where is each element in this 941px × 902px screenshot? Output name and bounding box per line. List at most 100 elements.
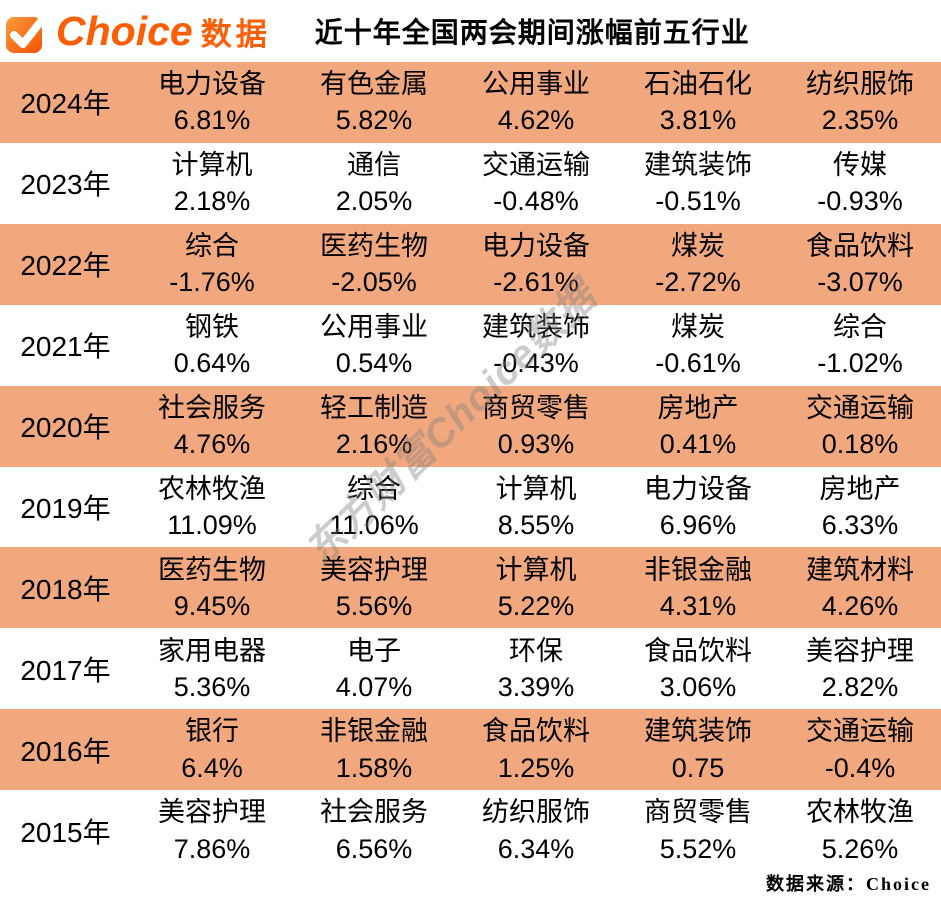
industry-change: 4.62% [497,105,575,136]
industry-cell: 建筑装饰 -0.43% [455,305,617,386]
industry-cell: 传媒 -0.93% [779,143,941,224]
industry-change: -0.48% [493,186,579,217]
industry-name: 综合 [347,473,401,504]
industry-name: 建筑装饰 [644,716,752,747]
industry-cell: 公用事业 4.62% [455,62,617,143]
year-label: 2023年 [20,169,111,201]
industry-name: 房地产 [657,392,739,423]
logo-brand-text: Choice [56,7,193,54]
industry-cell: 通信 2.05% [293,143,455,224]
industry-name: 交通运输 [806,392,914,423]
year-label: 2015年 [20,816,111,848]
industry-change: 6.4% [181,752,243,783]
industry-change: 4.31% [659,590,737,621]
industry-change: 7.86% [173,833,251,864]
year-label: 2019年 [20,492,111,524]
industry-change: -0.43% [493,348,579,379]
industry-name: 环保 [509,635,563,666]
table-row: 2022年 综合 -1.76% 医药生物 -2.05% 电力设备 -2.61% 煤炭 -2.72… [0,223,941,305]
industry-name: 医药生物 [320,231,428,262]
year-label: 2016年 [20,735,111,767]
industry-change: 8.55% [497,509,575,540]
industry-name: 电力设备 [482,231,590,262]
industry-change: 3.39% [497,671,575,702]
industry-name: 交通运输 [806,716,914,747]
data-source-label: 数据来源：Choice [766,874,931,894]
industry-cell: 农林牧渔 5.26% [779,790,941,871]
industry-cell: 环保 3.39% [455,628,617,709]
industry-cell: 美容护理 2.82% [779,628,941,709]
industry-name: 计算机 [495,554,577,585]
industry-cell: 建筑装饰 0.75 [617,709,779,790]
industry-cell: 农林牧渔 11.09% [131,467,293,548]
checkmark-icon [6,11,50,53]
industry-name: 美容护理 [158,797,266,828]
industry-cell: 纺织服饰 6.34% [455,790,617,871]
industry-change: 6.34% [497,833,575,864]
industry-change: 3.06% [659,671,737,702]
industry-cell: 美容护理 5.56% [293,547,455,628]
industry-cell: 交通运输 0.18% [779,386,941,467]
choice-logo: Choice 数据 [4,7,271,55]
industry-name: 美容护理 [806,635,914,666]
industry-cell: 食品饮料 1.25% [455,709,617,790]
industry-change: -2.72% [655,267,741,298]
industry-change: 6.56% [335,833,413,864]
industry-name: 公用事业 [320,311,428,342]
industry-change: 1.25% [497,752,575,783]
industry-name: 家用电器 [158,635,266,666]
industry-name: 煤炭 [671,231,725,262]
industry-cell: 电子 4.07% [293,628,455,709]
industry-change: 2.35% [821,105,899,136]
industry-name: 医药生物 [158,554,266,585]
industry-cell: 石油石化 3.81% [617,62,779,143]
industry-cell: 煤炭 -0.61% [617,305,779,386]
year-label: 2018年 [20,573,111,605]
industry-change: 5.82% [335,105,413,136]
industry-name: 食品饮料 [482,716,590,747]
industry-name: 房地产 [819,473,901,504]
industry-name: 综合 [833,311,887,342]
year-label: 2024年 [20,88,111,120]
industry-change: 9.45% [173,590,251,621]
industry-cell: 轻工制造 2.16% [293,386,455,467]
industry-change: -3.07% [817,267,903,298]
industry-cell: 建筑材料 4.26% [779,547,941,628]
logo-suffix-text: 数据 [200,16,271,52]
table-row: 2018年 医药生物 9.45% 美容护理 5.56% 计算机 5.22% 非银金融 4.31%… [0,547,941,629]
industry-change: -1.02% [817,348,903,379]
industry-name: 煤炭 [671,311,725,342]
industry-name: 社会服务 [158,392,266,423]
industry-name: 通信 [347,150,401,181]
industry-cell: 综合 -1.76% [131,224,293,305]
industry-cell: 社会服务 6.56% [293,790,455,871]
industry-cell: 煤炭 -2.72% [617,224,779,305]
industry-name: 电力设备 [644,473,752,504]
industry-cell: 商贸零售 5.52% [617,790,779,871]
industry-change: 6.33% [821,509,899,540]
industry-name: 非银金融 [320,716,428,747]
industry-cell: 房地产 0.41% [617,386,779,467]
industry-change: 5.36% [173,671,251,702]
industry-change: 2.18% [173,186,251,217]
industry-cell: 美容护理 7.86% [131,790,293,871]
industry-change: -1.76% [169,267,255,298]
industry-cell: 电力设备 6.96% [617,467,779,548]
industry-name: 食品饮料 [806,231,914,262]
industry-cell: 纺织服饰 2.35% [779,62,941,143]
industry-change: 4.26% [821,590,899,621]
industry-name: 银行 [185,716,239,747]
industry-name: 综合 [185,231,239,262]
industry-change: 6.81% [173,105,251,136]
industry-name: 交通运输 [482,150,590,181]
industry-cell: 食品饮料 3.06% [617,628,779,709]
industry-cell: 社会服务 4.76% [131,386,293,467]
industry-change: 5.26% [821,833,899,864]
industry-change: 11.09% [167,509,257,540]
industry-change: -0.61% [655,348,741,379]
table-row: 2024年 电力设备 6.81% 有色金属 5.82% 公用事业 4.62% 石油石化 3.81… [0,62,941,143]
industry-cell: 有色金属 5.82% [293,62,455,143]
industry-cell: 公用事业 0.54% [293,305,455,386]
industry-cell: 非银金融 4.31% [617,547,779,628]
